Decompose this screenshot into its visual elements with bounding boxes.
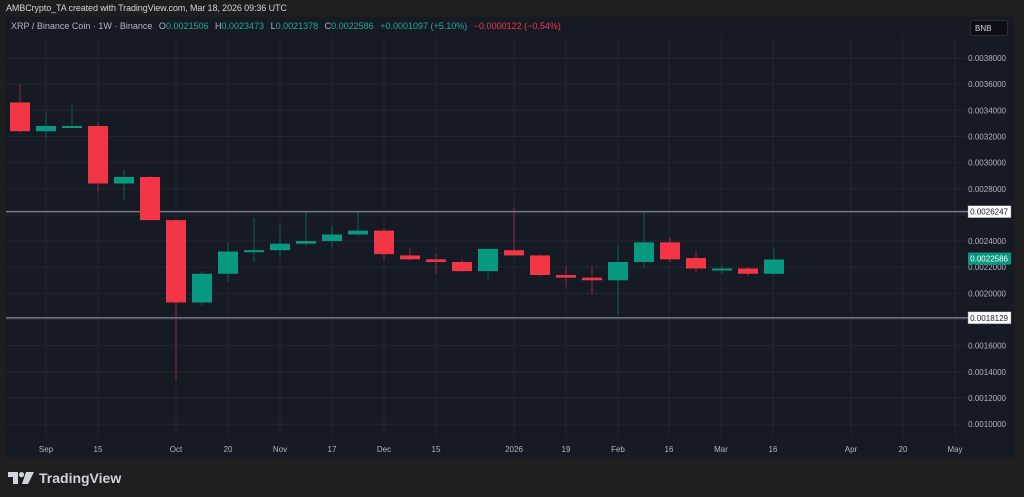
candle-body-up[interactable] [348,230,368,235]
candle-body-down[interactable] [166,220,186,303]
x-axis-tick-label: 16 [769,445,778,454]
price-line-label-box [967,311,1012,325]
x-axis-tick-label: 19 [562,445,571,454]
ohlc-legend: XRP / Binance Coin · 1W · Binance O0.002… [11,21,561,31]
symbol-title[interactable]: XRP / Binance Coin · 1W · Binance [11,21,153,31]
candle-body-up[interactable] [634,242,654,262]
candle-body-down[interactable] [686,258,706,269]
x-axis-tick-label: Feb [611,445,625,454]
candle-body-down[interactable] [374,230,394,255]
x-axis-tick-label: May [947,445,962,454]
x-axis-tick-label: 15 [94,445,103,454]
candle-body-down[interactable] [140,176,160,221]
x-axis-tick-label: 2026 [505,445,523,454]
candle-body-down[interactable] [88,125,108,184]
last-price-label-box [968,252,1011,265]
tradingview-logo: TradingView [8,470,121,486]
attribution-text: AMBCrypto_TA created with TradingView.co… [6,3,287,13]
y-axis-tick-label: 0.0032000 [968,132,1006,141]
candle-body-down[interactable] [400,255,420,260]
candle-body-up[interactable] [36,125,56,132]
candle-body-up[interactable] [62,125,82,128]
x-axis-tick-label: Apr [845,445,858,454]
candle-body-down[interactable] [530,255,550,276]
x-axis-tick-label: 15 [432,445,441,454]
candle-body-up[interactable] [218,251,238,274]
candle-body-up[interactable] [322,234,342,242]
price-line-label: 0.0026247 [970,208,1008,217]
change-value: +0.0001097 (+5.10%) [380,21,468,31]
price-line-label-box [967,205,1012,218]
candle-body-down[interactable] [660,242,680,260]
y-axis-tick-label: 0.0030000 [968,159,1006,168]
y-axis-tick-label: 0.0028000 [968,185,1006,194]
x-axis-tick-label: 20 [899,445,908,454]
price-line-label: 0.0018129 [970,314,1008,323]
x-axis-tick-label: Mar [714,445,728,454]
candle-body-up[interactable] [296,241,316,244]
y-axis-tick-label: 0.0034000 [968,106,1006,115]
candle-body-down[interactable] [426,259,446,262]
low-value: 0.0021378 [275,21,319,31]
candle-body-up[interactable] [270,243,290,251]
candle-body-down[interactable] [582,277,602,281]
candle-body-up[interactable] [764,259,784,274]
candle-body-up[interactable] [192,273,212,303]
tradingview-logo-icon [8,472,34,484]
x-axis-tick-label: Sep [39,445,54,454]
candle-body-up[interactable] [114,176,134,184]
open-label: O [158,21,166,31]
low-label: L [270,21,276,31]
change-secondary-value: −0.0000122 (−0.54%) [473,21,561,31]
close-label: C [324,21,332,31]
y-axis-tick-label: 0.0038000 [968,54,1006,63]
last-price-label: 0.0022586 [970,255,1008,264]
x-axis-tick-label: Nov [273,445,287,454]
y-axis-tick-label: 0.0020000 [968,289,1006,298]
y-axis-tick-label: 0.0010000 [968,420,1006,429]
x-axis-tick-label: 16 [665,445,674,454]
candle-body-up[interactable] [244,250,264,253]
high-value: 0.0023473 [221,21,265,31]
x-axis-tick-label: Oct [170,445,183,454]
y-axis-tick-label: 0.0012000 [968,394,1006,403]
candle-body-down[interactable] [10,102,30,132]
close-value: 0.0022586 [331,21,374,31]
y-axis-tick-label: 0.0016000 [968,342,1006,351]
x-axis-tick-label: 17 [328,445,337,454]
candle-body-up[interactable] [712,268,732,271]
y-axis-tick-label: 0.0036000 [968,80,1006,89]
x-axis-tick-label: 20 [224,445,233,454]
y-axis-tick-label: 0.0024000 [968,237,1006,246]
candle-body-down[interactable] [738,268,758,274]
y-axis-tick-label: 0.0014000 [968,368,1006,377]
candle-body-down[interactable] [452,261,472,272]
candle-body-down[interactable] [504,250,524,256]
x-axis-tick-label: Dec [377,445,391,454]
brand-name: TradingView [39,470,122,486]
candle-body-up[interactable] [608,261,628,281]
currency-badge[interactable]: BNB [970,20,1008,36]
candle-body-down[interactable] [556,275,576,278]
open-value: 0.0021506 [165,21,209,31]
y-axis-tick-label: 0.0022000 [968,263,1006,272]
high-label: H [215,21,222,31]
candle-body-up[interactable] [478,248,498,272]
